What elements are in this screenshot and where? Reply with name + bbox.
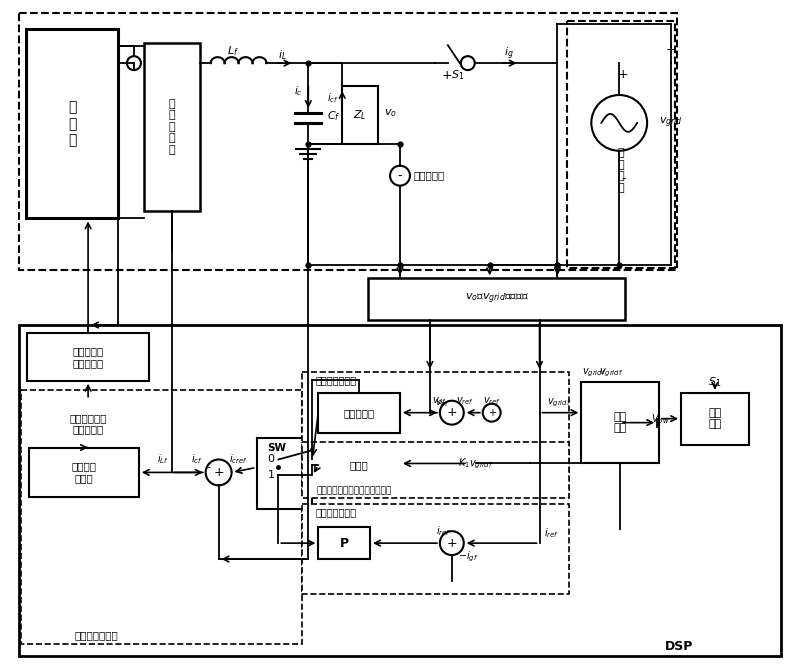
Text: $v_{ref}$: $v_{ref}$ bbox=[482, 395, 501, 407]
Bar bbox=[27, 400, 149, 448]
Text: $S_1$: $S_1$ bbox=[451, 68, 465, 82]
Text: 驱动
电路: 驱动 电路 bbox=[708, 408, 722, 429]
Bar bbox=[318, 450, 400, 482]
Text: $v_{gridf}$: $v_{gridf}$ bbox=[599, 367, 623, 379]
Circle shape bbox=[461, 56, 474, 70]
Text: 电压调节器: 电压调节器 bbox=[343, 407, 374, 417]
Text: $Z_L$: $Z_L$ bbox=[354, 108, 367, 122]
Bar bbox=[19, 325, 781, 656]
Text: $i_c$: $i_c$ bbox=[294, 84, 302, 98]
Text: $i_g$: $i_g$ bbox=[504, 46, 514, 62]
Bar bbox=[26, 29, 118, 219]
Text: +: + bbox=[666, 43, 676, 56]
Text: +: + bbox=[446, 406, 457, 419]
Text: -: - bbox=[206, 462, 210, 472]
Text: $C_f$: $C_f$ bbox=[327, 109, 341, 123]
Text: $i_{cref}$: $i_{cref}$ bbox=[229, 453, 247, 466]
Text: $L_f$: $L_f$ bbox=[226, 44, 238, 58]
Bar bbox=[257, 438, 312, 509]
Text: 0: 0 bbox=[267, 454, 274, 464]
Bar bbox=[302, 504, 570, 594]
Circle shape bbox=[440, 531, 464, 555]
Text: $i_{ref}$: $i_{ref}$ bbox=[545, 527, 559, 540]
Text: $i_{Lf}$: $i_{Lf}$ bbox=[157, 453, 169, 466]
Bar bbox=[368, 278, 626, 320]
Text: 逆
变
器: 逆 变 器 bbox=[68, 100, 76, 147]
Text: 电压传感器: 电压传感器 bbox=[414, 171, 446, 181]
Circle shape bbox=[127, 56, 141, 70]
Text: $v_{ref}$: $v_{ref}$ bbox=[456, 395, 474, 407]
Bar bbox=[19, 13, 677, 270]
Text: 进网电流控制器: 进网电流控制器 bbox=[315, 507, 357, 517]
Text: 逆变器功率
管驱动电路: 逆变器功率 管驱动电路 bbox=[73, 346, 104, 368]
Bar bbox=[22, 390, 302, 644]
Text: SW: SW bbox=[267, 442, 286, 452]
Text: $i_{cf}$: $i_{cf}$ bbox=[191, 453, 202, 466]
Text: $v_{gridf}$: $v_{gridf}$ bbox=[547, 397, 572, 409]
Text: $K_1v_{gridf}$: $K_1v_{gridf}$ bbox=[458, 456, 494, 471]
Circle shape bbox=[440, 401, 464, 425]
Text: +: + bbox=[488, 407, 496, 417]
Text: $v_o$: $v_o$ bbox=[383, 107, 397, 119]
Text: 电
源
系
统: 电 源 系 统 bbox=[618, 149, 625, 193]
Text: $S_1$: $S_1$ bbox=[708, 375, 722, 389]
Bar bbox=[144, 43, 200, 211]
Circle shape bbox=[390, 166, 410, 185]
Text: +: + bbox=[442, 69, 452, 82]
Text: $v_{of}$: $v_{of}$ bbox=[432, 395, 447, 407]
Bar bbox=[582, 382, 659, 464]
Text: 电容电流控制器: 电容电流控制器 bbox=[74, 630, 118, 640]
Text: P: P bbox=[340, 537, 349, 550]
Circle shape bbox=[206, 460, 231, 486]
Bar bbox=[318, 527, 370, 559]
Text: 微分器: 微分器 bbox=[350, 460, 369, 470]
Text: $i_{ref}$: $i_{ref}$ bbox=[436, 524, 451, 538]
Text: $v_o$和$v_{grid}$电压采样: $v_o$和$v_{grid}$电压采样 bbox=[465, 292, 529, 306]
Bar bbox=[342, 86, 378, 144]
Text: 输出电压控制器: 输出电压控制器 bbox=[315, 375, 357, 385]
Bar bbox=[318, 393, 400, 433]
Bar bbox=[27, 333, 149, 381]
Text: 电
流
传
感
器: 电 流 传 感 器 bbox=[169, 98, 175, 155]
Circle shape bbox=[482, 403, 501, 421]
Text: $i_{cf}$: $i_{cf}$ bbox=[327, 91, 339, 105]
Text: $v_{grid}$: $v_{grid}$ bbox=[659, 116, 683, 130]
Text: 并网模式下电容基准电流生成器: 并网模式下电容基准电流生成器 bbox=[316, 486, 391, 495]
Bar bbox=[302, 442, 570, 498]
Bar bbox=[30, 448, 139, 497]
Circle shape bbox=[591, 95, 647, 151]
Text: $v_{gridf}$: $v_{gridf}$ bbox=[582, 367, 606, 379]
Text: 电容电流
调节器: 电容电流 调节器 bbox=[72, 462, 97, 483]
Text: 逆变器功率管
逻辑生成器: 逆变器功率管 逻辑生成器 bbox=[70, 413, 107, 434]
Text: -: - bbox=[217, 480, 221, 490]
Text: +: + bbox=[618, 68, 629, 80]
Bar bbox=[567, 21, 675, 268]
Text: -: - bbox=[398, 169, 402, 182]
Bar bbox=[302, 372, 570, 493]
Text: -: - bbox=[621, 172, 626, 185]
Text: DSP: DSP bbox=[665, 640, 694, 653]
Bar bbox=[681, 393, 749, 444]
Text: +: + bbox=[214, 466, 224, 479]
Text: $-i_{gf}$: $-i_{gf}$ bbox=[458, 550, 478, 564]
Text: +: + bbox=[446, 537, 457, 550]
Text: $i_L$: $i_L$ bbox=[278, 48, 287, 62]
Text: $v_{of}$: $v_{of}$ bbox=[435, 397, 450, 409]
Text: 电网
同步: 电网 同步 bbox=[614, 412, 627, 434]
Text: 1: 1 bbox=[267, 470, 274, 480]
Text: $V_{bw}$: $V_{bw}$ bbox=[650, 411, 669, 425]
